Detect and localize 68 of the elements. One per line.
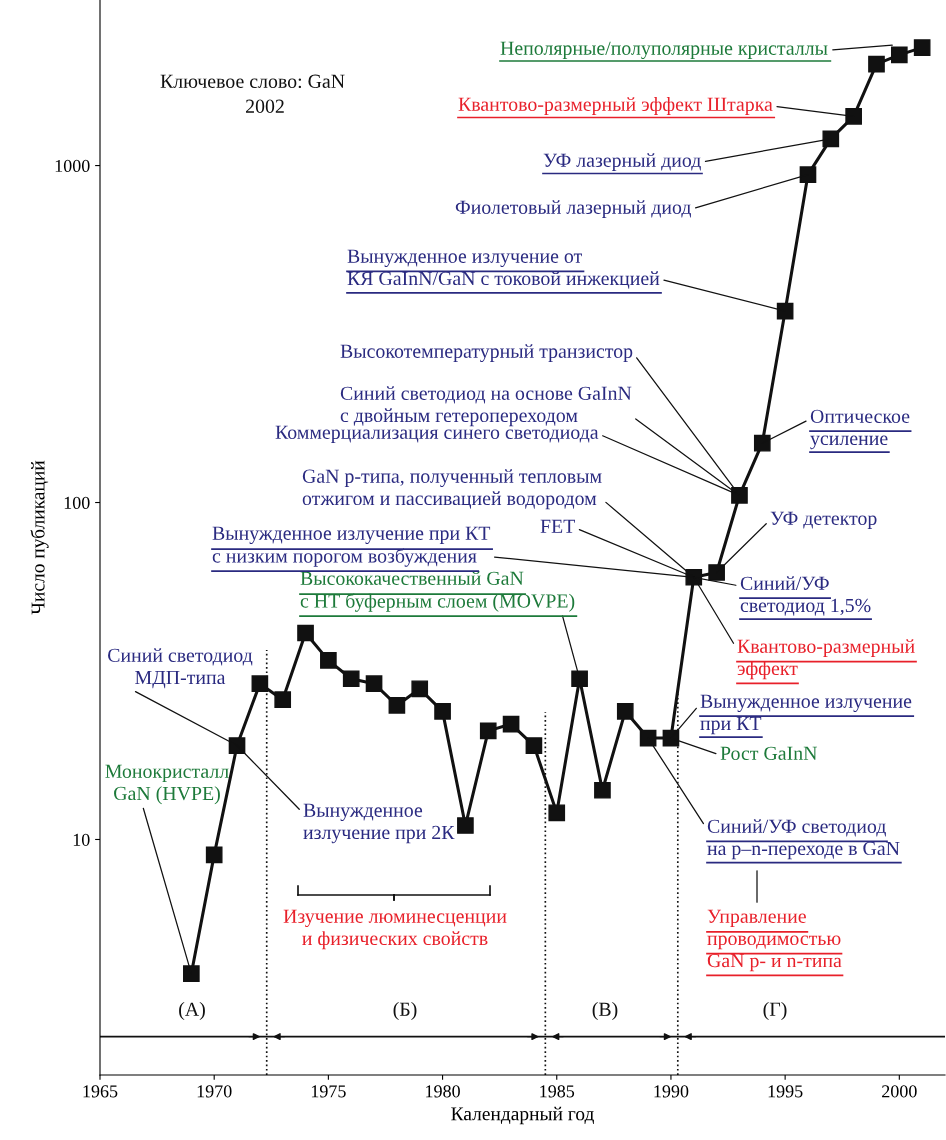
- point: [183, 965, 200, 982]
- point: [753, 434, 771, 452]
- annotation: УФ лазерный диод: [543, 153, 701, 172]
- annotation: (А): [179, 1002, 205, 1021]
- annotation: Изучение люминесценции и физических свойств: [283, 909, 507, 950]
- point: [799, 166, 817, 183]
- annotation: (В): [592, 1002, 618, 1021]
- annotation: FET: [540, 519, 575, 533]
- point: [616, 703, 634, 720]
- x-tick-label: 2000: [882, 1085, 917, 1098]
- point: [525, 737, 543, 754]
- point: [845, 107, 862, 125]
- point: [479, 722, 497, 740]
- point: [274, 691, 292, 708]
- point: [890, 46, 908, 64]
- annotation: Синий/УФ светодиод 1,5%: [740, 576, 871, 616]
- x-tick-label: 1995: [768, 1085, 803, 1098]
- annotation: Вынужденное излучение от КЯ GaInN/GaN с токовой инжекцией: [347, 249, 660, 289]
- point: [594, 781, 611, 799]
- point: [822, 130, 840, 148]
- point: [571, 670, 588, 688]
- annotation: Синий светодиод на основе GaInN с двойным гетеропереходом: [340, 386, 632, 427]
- point: [388, 697, 406, 714]
- point: [205, 846, 223, 864]
- y-tick-label: 10: [73, 833, 90, 846]
- annotation: (Б): [393, 1002, 417, 1021]
- annotation: Неполярные/полуполярные кристаллы: [500, 41, 828, 60]
- text: Ключевое слово: GaN 2002: [160, 74, 345, 113]
- annotation: (Г): [763, 1002, 787, 1021]
- point: [320, 652, 337, 669]
- point: [434, 703, 451, 720]
- x-axis-title: Календарный год: [451, 1106, 594, 1125]
- annotation: Оптическое усиление: [810, 409, 910, 450]
- annotation: Вынужденное излучение при КТ: [700, 694, 912, 735]
- annotation: Высокотемпературный транзистор: [340, 344, 633, 363]
- point: [731, 487, 748, 504]
- annotation: Квантово-размерный эффект: [737, 639, 915, 680]
- x-tick-label: 1990: [654, 1085, 689, 1098]
- point: [502, 715, 520, 733]
- annotation: Квантово-размерный эффект Штарка: [458, 97, 773, 116]
- y-tick-label: 1000: [55, 159, 90, 173]
- y-axis-title: Число публикаций: [30, 460, 49, 615]
- annotation: УФ детектор: [770, 511, 877, 530]
- x-tick-label: 1965: [83, 1085, 118, 1098]
- annotation: Вынужденное излучение при КТ с низким порогом возбуждения: [212, 526, 491, 567]
- x-tick-label: 1975: [311, 1085, 346, 1098]
- point: [548, 804, 566, 822]
- x-tick-label: 1980: [426, 1085, 460, 1098]
- x-tick-label: 1985: [540, 1085, 575, 1098]
- point: [251, 675, 269, 693]
- annotation: GaN p-типа, полученный тепловым отжигом и пассивацией водородом: [302, 469, 602, 510]
- point: [365, 675, 383, 693]
- annotation: Синий/УФ светодиод на p–n-переходе в GaN: [707, 819, 900, 860]
- annotation: Вынужденное излучение при 2К: [303, 803, 455, 844]
- point: [457, 817, 474, 834]
- point: [868, 55, 885, 73]
- point: [913, 39, 931, 56]
- x-tick-label: 1970: [197, 1085, 232, 1098]
- annotation: Монокристалл GaN (HVPE): [105, 764, 229, 805]
- point: [708, 564, 725, 581]
- y-tick-label: 100: [64, 496, 90, 509]
- annotation: Рост GaInN: [720, 746, 818, 760]
- point: [411, 680, 429, 698]
- annotation: Фиолетовый лазерный диод: [455, 200, 691, 219]
- point: [297, 624, 314, 642]
- annotation: Управление проводимостью GaN p- и n-типа: [707, 909, 842, 972]
- annotation: Синий светодиод МДП-типа: [108, 648, 253, 689]
- point: [342, 670, 360, 688]
